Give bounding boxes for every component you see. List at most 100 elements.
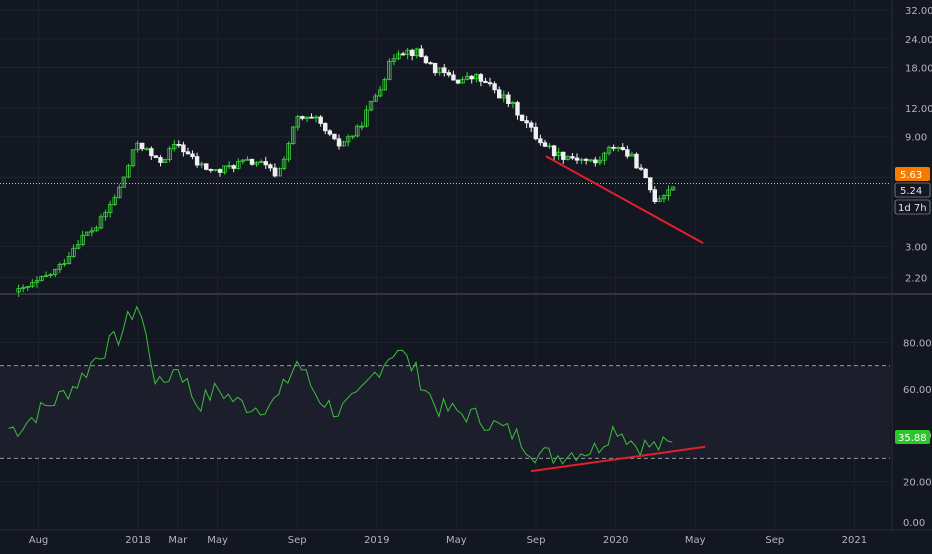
time-tick-label: Mar [168, 535, 188, 546]
candle-body [30, 282, 35, 287]
candle-body [80, 234, 85, 245]
time-tick-label: Sep [527, 535, 546, 546]
candle-body [240, 159, 246, 162]
price-candles [0, 45, 890, 297]
candle-body [332, 133, 337, 140]
candle-body [213, 169, 218, 171]
candle-body [254, 161, 259, 165]
candle-body [16, 288, 21, 293]
candle-body [478, 74, 484, 82]
time-tick-label: Aug [29, 535, 49, 546]
candle-body [208, 169, 214, 171]
candle-body [533, 126, 539, 140]
candle-body [313, 116, 319, 119]
candle-body [286, 143, 291, 160]
candle-body [615, 147, 621, 149]
candle-body [579, 158, 584, 161]
candle-body [117, 186, 122, 198]
candle-body [419, 48, 424, 58]
candle-body [144, 148, 149, 150]
candle-body [48, 273, 53, 276]
trendlines [530, 155, 706, 473]
candle-body [510, 102, 516, 105]
candle-body [98, 216, 104, 229]
candle-body [103, 212, 108, 218]
candle-body [185, 151, 191, 155]
candle-body [249, 158, 255, 165]
candle-body [217, 169, 223, 173]
rsi-line [8, 305, 673, 465]
candle-body [295, 116, 300, 128]
candle-body [34, 280, 40, 284]
candle-body [437, 67, 442, 74]
candle-body [341, 141, 346, 147]
candle-body [268, 164, 273, 169]
time-axis[interactable]: Aug 2018 Mar May Sep 2019 May Sep 2020 May Sep 2021 [29, 535, 867, 546]
other-price-tag [894, 182, 931, 198]
candle-body [487, 82, 493, 85]
rsi-tick-label: 80.00 [903, 338, 932, 349]
candle-body [323, 123, 328, 132]
candle-body [643, 168, 648, 179]
candle-body [75, 244, 81, 249]
candle-body [506, 94, 511, 105]
candle-body [529, 122, 534, 128]
candle-body [405, 49, 410, 55]
candle-body [387, 60, 392, 80]
candle-body [176, 143, 181, 146]
price-tick-label: 2.20 [905, 273, 927, 284]
candle-body [428, 62, 433, 65]
candle-body [231, 165, 236, 169]
rsi-trendline[interactable] [530, 445, 706, 473]
candle-body [309, 116, 314, 119]
candle-body [126, 165, 131, 178]
candle-body [71, 247, 76, 257]
candle-body [519, 114, 525, 122]
candle-body [94, 227, 99, 232]
candle-body [107, 204, 113, 213]
price-tick-label: 12.00 [905, 104, 932, 115]
candle-body [336, 138, 342, 147]
rsi-tick-label: 60.00 [903, 385, 932, 396]
time-tick-label: 2020 [603, 535, 628, 546]
candle-body [158, 157, 163, 163]
candle-body [638, 167, 644, 170]
candle-body [277, 168, 282, 177]
candle-body [85, 231, 90, 236]
time-tick-label: Sep [765, 535, 784, 546]
candle-body [382, 79, 387, 91]
candle-body [391, 58, 397, 62]
candle-body [39, 276, 44, 282]
candle-body [455, 79, 461, 84]
candle-body [442, 67, 447, 73]
price-tick-label: 9.00 [905, 133, 927, 144]
price-tick-label: 3.00 [905, 242, 927, 253]
candle-body [542, 142, 548, 147]
candle-body [222, 165, 227, 173]
rsi-last-value: 35.88 [898, 433, 927, 444]
candle-body [611, 146, 616, 149]
candle-body [291, 126, 296, 144]
candle-body [620, 147, 625, 151]
rsi-series [8, 305, 673, 465]
candle-body [451, 74, 456, 81]
price-tick-label: 32.00 [905, 6, 932, 17]
candle-body [565, 156, 571, 160]
candle-body [469, 75, 474, 80]
candle-body [583, 158, 589, 161]
price-trendline[interactable] [545, 155, 704, 244]
other-price-value: 5.24 [900, 186, 922, 197]
candle-body [670, 186, 676, 191]
candle-body [501, 94, 506, 99]
candle-body [492, 83, 497, 91]
candle-body [483, 80, 488, 84]
axis-tags: 5.63 5.24 1d 7h 35.88 [894, 167, 931, 444]
candle-body [89, 230, 95, 233]
candle-body [666, 189, 671, 196]
candle-body [414, 48, 419, 57]
candle-body [657, 198, 662, 203]
candle-body [199, 163, 204, 166]
